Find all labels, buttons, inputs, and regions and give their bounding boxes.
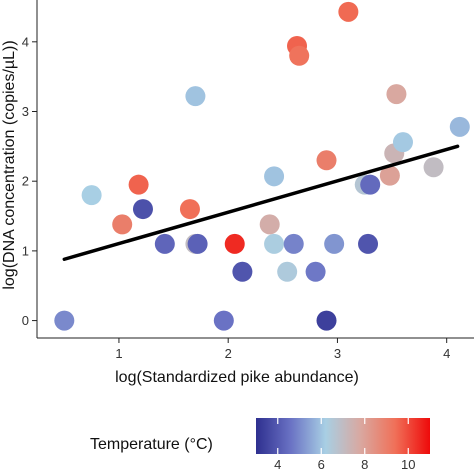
data-point xyxy=(185,86,206,107)
legend-ticks: 4 6 8 10 xyxy=(274,418,415,472)
data-point xyxy=(449,116,470,137)
data-point xyxy=(316,150,337,171)
data-point xyxy=(128,174,149,195)
data-point xyxy=(264,166,285,187)
data-point xyxy=(324,233,345,254)
data-point xyxy=(392,132,413,153)
x-ticks: 1 2 3 4 xyxy=(115,338,450,361)
data-point xyxy=(259,214,280,235)
data-point xyxy=(264,233,285,254)
y-tick-label: 1 xyxy=(22,243,29,258)
legend-title: Temperature (°C) xyxy=(90,436,213,453)
data-point xyxy=(423,157,444,178)
data-point xyxy=(360,174,381,195)
x-tick-label: 4 xyxy=(443,346,450,361)
data-point xyxy=(338,1,359,22)
x-tick-label: 3 xyxy=(334,346,341,361)
data-point xyxy=(213,310,234,331)
data-point xyxy=(132,199,153,220)
data-point xyxy=(232,261,253,282)
y-ticks: 0 1 2 3 4 xyxy=(22,34,37,328)
data-point xyxy=(277,261,298,282)
data-point xyxy=(154,233,175,254)
y-tick-label: 2 xyxy=(22,174,29,189)
legend-tick-label: 10 xyxy=(401,457,415,472)
data-point xyxy=(289,45,310,66)
data-point xyxy=(81,185,102,206)
trend-line xyxy=(62,144,460,261)
y-tick-label: 4 xyxy=(22,34,29,49)
x-tick-label: 1 xyxy=(115,346,122,361)
data-point xyxy=(305,261,326,282)
data-point xyxy=(283,233,304,254)
y-tick-label: 3 xyxy=(22,104,29,119)
y-tick-label: 0 xyxy=(22,313,29,328)
legend-tick-label: 6 xyxy=(318,457,325,472)
legend-tick-label: 4 xyxy=(274,457,281,472)
data-point xyxy=(379,165,400,186)
data-point xyxy=(358,233,379,254)
legend-colorbar xyxy=(256,418,430,454)
y-axis-title: log(DNA concentration (copies/µL)) xyxy=(1,40,18,289)
data-point xyxy=(224,233,245,254)
color-legend: Temperature (°C) 4 6 8 10 xyxy=(90,418,430,472)
data-point xyxy=(386,84,407,105)
data-point xyxy=(187,233,208,254)
x-axis-title: log(Standardized pike abundance) xyxy=(115,369,359,386)
axes: 1 2 3 4 0 1 2 3 4 xyxy=(22,0,474,361)
x-tick-label: 2 xyxy=(225,346,232,361)
data-points xyxy=(54,1,470,331)
data-point xyxy=(54,310,75,331)
data-point xyxy=(316,310,337,331)
data-point xyxy=(112,214,133,235)
legend-tick-label: 8 xyxy=(361,457,368,472)
data-point xyxy=(179,199,200,220)
